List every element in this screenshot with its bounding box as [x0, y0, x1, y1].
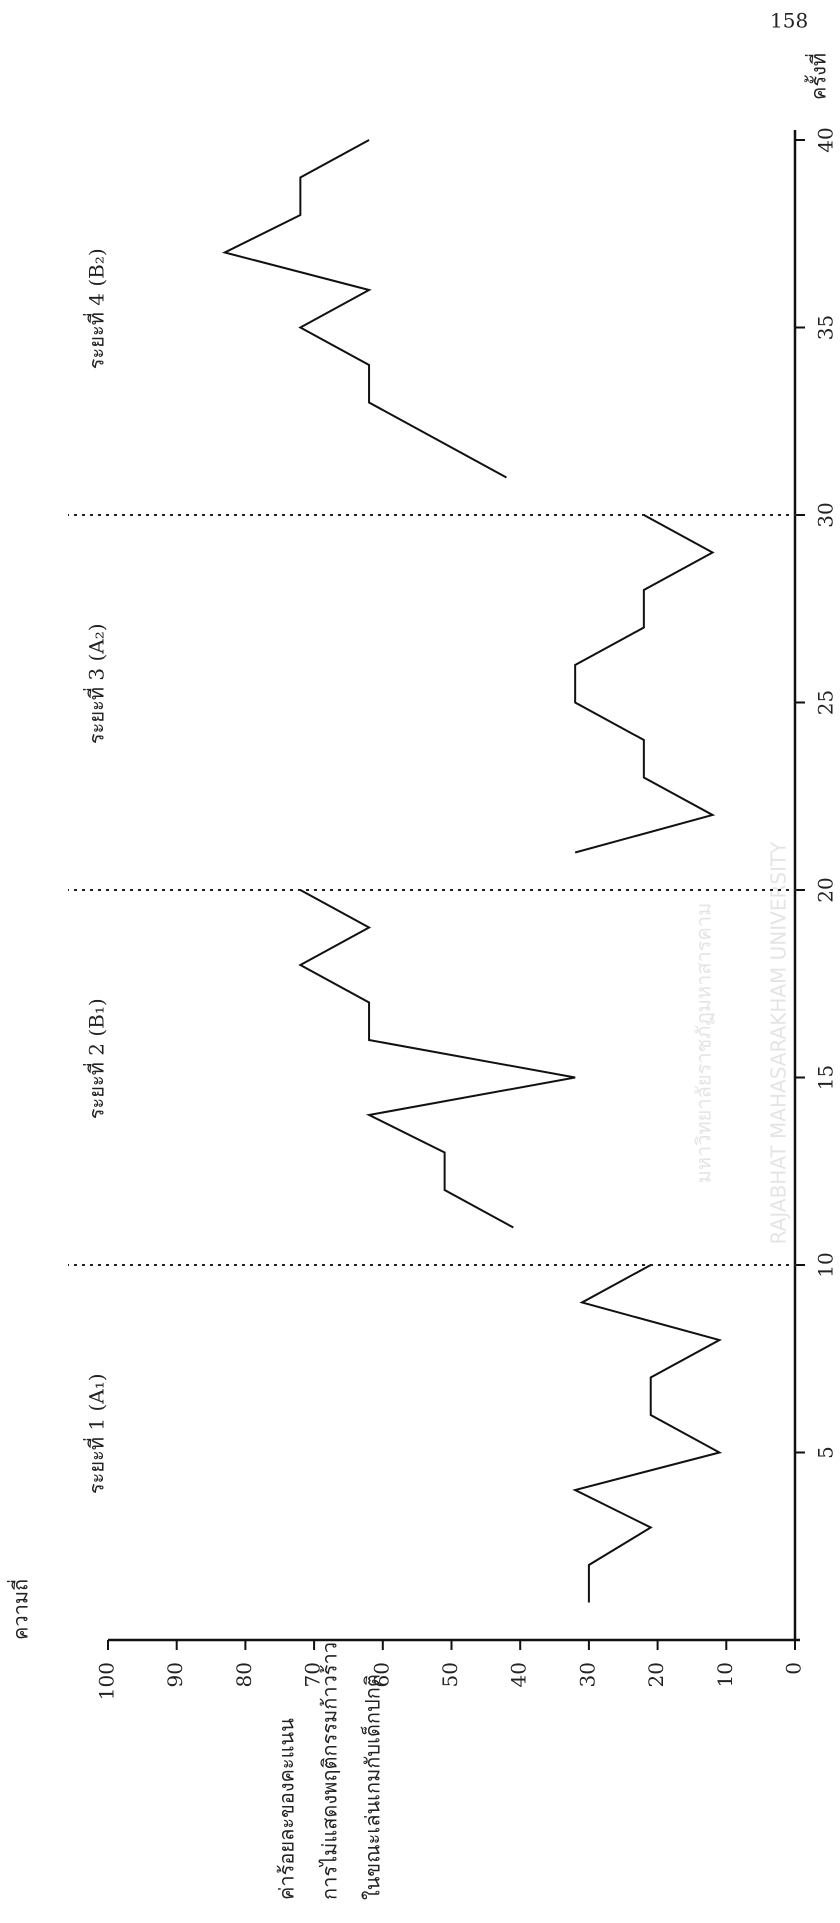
data-line [572, 1264, 723, 1603]
y-tick-label: 0 [782, 1662, 806, 1675]
y-tick-label: 100 [95, 1662, 119, 1700]
data-line [574, 514, 716, 854]
x-axis-label: ครั้งที่ [805, 53, 831, 100]
y-tick-label: 80 [232, 1662, 256, 1687]
phase-label: ระยะที่ 3 (A₂) [83, 623, 109, 744]
x-tick-label: 20 [814, 877, 838, 902]
y-tick-label: 90 [163, 1662, 187, 1687]
y-tick-label: 60 [369, 1662, 393, 1687]
x-tick-label: 10 [814, 1252, 838, 1277]
y-axis-top-label: ความถี่ [7, 1579, 33, 1640]
y-tick-label: 70 [301, 1662, 325, 1687]
y-axis-label: ในขณะเล่นเกมกับเด็กปกติ [360, 1674, 385, 1900]
x-tick-label: 25 [814, 690, 838, 715]
y-axis-label: ค่าร้อยละของคะแนน [275, 1718, 299, 1900]
x-tick-label: 15 [814, 1065, 838, 1090]
y-tick-label: 20 [644, 1662, 668, 1687]
y-tick-label: 50 [438, 1662, 462, 1687]
x-tick-label: 35 [814, 315, 838, 340]
data-line [298, 889, 576, 1229]
y-tick-label: 30 [575, 1662, 599, 1687]
rotated-chart: มหาวิทยาลัยราชภัฏมหาสารคาม RAJABHAT MAHAS… [7, 53, 838, 1900]
phase-label: ระยะที่ 4 (B₂) [83, 248, 109, 369]
phase-label: ระยะที่ 2 (B₁) [83, 998, 109, 1119]
y-tick-label: 40 [507, 1662, 531, 1687]
data-line [221, 139, 507, 479]
y-axis-label: การไม่แสดงพฤติกรรมก้าวร้าว [318, 1642, 342, 1900]
watermark: RAJABHAT MAHASARAKHAM UNIVERSITY [767, 841, 791, 1245]
x-tick-label: 30 [814, 502, 838, 527]
x-tick-label: 5 [814, 1446, 838, 1459]
watermark: มหาวิทยาลัยราชภัฏมหาสารคาม [692, 903, 716, 1184]
page-number: 158 [770, 9, 808, 33]
phase-label: ระยะที่ 1 (A₁) [83, 1373, 109, 1494]
x-tick-label: 40 [814, 127, 838, 152]
y-tick-label: 10 [713, 1662, 737, 1687]
